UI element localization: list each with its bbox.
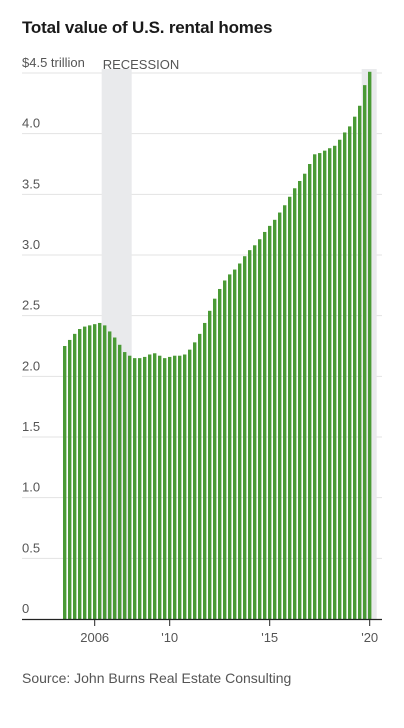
bar bbox=[223, 280, 227, 619]
bar bbox=[118, 344, 122, 619]
bar bbox=[273, 219, 277, 619]
bar bbox=[88, 325, 92, 619]
y-tick-label: 2.0 bbox=[22, 358, 40, 373]
bar bbox=[153, 353, 157, 619]
bar bbox=[78, 329, 82, 619]
bar bbox=[293, 188, 297, 619]
chart-title: Total value of U.S. rental homes bbox=[22, 18, 273, 37]
bar bbox=[163, 358, 167, 619]
bar bbox=[173, 355, 177, 619]
y-tick-label: 0 bbox=[22, 601, 29, 616]
bar bbox=[308, 164, 312, 619]
bar bbox=[353, 116, 357, 620]
y-tick-label: 3.0 bbox=[22, 237, 40, 252]
bar bbox=[333, 145, 337, 620]
bar bbox=[128, 355, 132, 619]
bar bbox=[138, 358, 142, 619]
bar bbox=[93, 324, 97, 619]
bar bbox=[113, 337, 117, 619]
bar bbox=[83, 326, 87, 619]
bar bbox=[303, 173, 307, 619]
bar bbox=[363, 85, 367, 620]
bar bbox=[133, 358, 137, 619]
bar bbox=[168, 356, 172, 619]
x-tick-label: '15 bbox=[261, 630, 278, 645]
bar bbox=[248, 250, 252, 619]
bar bbox=[148, 354, 152, 619]
bar bbox=[358, 105, 362, 619]
bar bbox=[318, 153, 322, 619]
bar bbox=[338, 139, 342, 619]
x-tick-label: 2006 bbox=[80, 630, 109, 645]
y-tick-label: 1.5 bbox=[22, 419, 40, 434]
bar bbox=[288, 196, 292, 619]
bar bbox=[193, 342, 197, 619]
bar bbox=[218, 288, 222, 619]
recession-label: RECESSION bbox=[103, 57, 180, 72]
bar bbox=[238, 263, 242, 619]
bar bbox=[233, 269, 237, 619]
bar bbox=[283, 205, 287, 619]
y-tick-label: 0.5 bbox=[22, 540, 40, 555]
gridlines bbox=[22, 72, 382, 559]
recession-shade bbox=[101, 69, 132, 619]
bar bbox=[348, 126, 352, 620]
bar bbox=[278, 212, 282, 620]
bar bbox=[343, 132, 347, 619]
bar bbox=[98, 322, 102, 619]
x-tick-label: '10 bbox=[161, 630, 178, 645]
bar bbox=[203, 322, 207, 619]
bar bbox=[143, 356, 147, 619]
bar bbox=[198, 333, 202, 619]
bar bbox=[313, 154, 317, 619]
bar bbox=[213, 298, 217, 619]
bar bbox=[73, 333, 77, 619]
bars bbox=[63, 71, 372, 620]
bar bbox=[263, 231, 267, 620]
bar bbox=[268, 225, 272, 619]
axis-labels: 0 0.5 1.0 1.5 2.0 2.5 3.0 3.5 4.0 $4.5 trillion RE… bbox=[22, 55, 378, 645]
source-note: Source: John Burns Real Estate Consultin… bbox=[22, 670, 292, 686]
bar bbox=[228, 274, 232, 619]
axes bbox=[22, 618, 382, 626]
bar bbox=[63, 346, 67, 619]
bar bbox=[258, 239, 262, 619]
y-tick-label: 4.0 bbox=[22, 116, 40, 131]
bar bbox=[188, 349, 192, 619]
bar bbox=[123, 352, 127, 619]
y-tick-label: 2.5 bbox=[22, 298, 40, 313]
y-tick-label: 3.5 bbox=[22, 176, 40, 191]
bar bbox=[243, 256, 247, 619]
y-tick-label: 1.0 bbox=[22, 480, 40, 495]
bar bbox=[68, 339, 72, 619]
bar bbox=[323, 150, 327, 620]
bar bbox=[208, 310, 212, 619]
bar bbox=[103, 325, 107, 619]
bar bbox=[183, 354, 187, 619]
bar bbox=[328, 148, 332, 619]
bar bbox=[253, 245, 257, 619]
y-tick-label: $4.5 trillion bbox=[22, 55, 85, 70]
bar bbox=[298, 180, 302, 619]
x-tick-label: '20 bbox=[361, 630, 378, 645]
bar bbox=[158, 355, 162, 619]
bar bbox=[178, 355, 182, 619]
bar bbox=[108, 331, 112, 619]
bar bbox=[368, 71, 372, 619]
